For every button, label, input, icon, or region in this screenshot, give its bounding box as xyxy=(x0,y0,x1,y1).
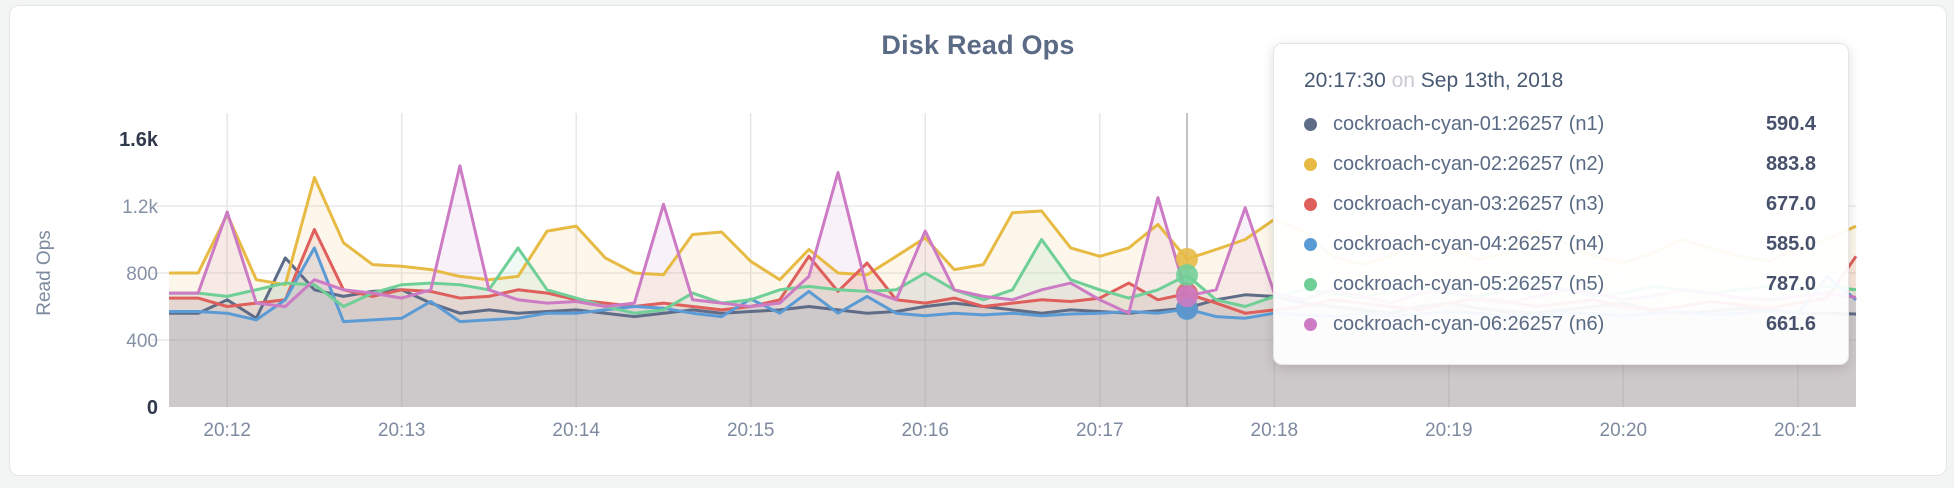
y-axis-label: Read Ops xyxy=(34,230,55,316)
chart-tooltip: 20:17:30 on Sep 13th, 2018 cockroach-cya… xyxy=(1273,43,1849,365)
tooltip-series-row: cockroach-cyan-05:26257 (n5) 787.0 xyxy=(1304,264,1816,304)
series-color-dot xyxy=(1304,317,1317,331)
series-area-n5 xyxy=(169,239,1856,407)
tooltip-series-list: cockroach-cyan-01:26257 (n1) 590.4 cockroa… xyxy=(1304,104,1816,344)
series-value: 661.6 xyxy=(1765,312,1816,335)
y-tick-label: 1.6k xyxy=(119,129,159,151)
y-tick-label: 1.2k xyxy=(122,197,158,218)
tooltip-date: Sep 13th, 2018 xyxy=(1420,69,1564,92)
series-label: cockroach-cyan-06:26257 (n6) xyxy=(1333,312,1605,335)
tooltip-series-row: cockroach-cyan-03:26257 (n3) 677.0 xyxy=(1304,184,1816,224)
x-tick-label: 20:13 xyxy=(378,420,426,441)
series-label: cockroach-cyan-03:26257 (n3) xyxy=(1333,192,1605,215)
series-value: 590.4 xyxy=(1765,112,1816,135)
series-value: 787.0 xyxy=(1765,272,1816,295)
tooltip-connector: on xyxy=(1391,69,1415,92)
series-label: cockroach-cyan-04:26257 (n4) xyxy=(1333,232,1605,255)
series-area-n4 xyxy=(169,247,1856,407)
x-tick-label: 20:18 xyxy=(1251,420,1299,441)
hover-dot-n2 xyxy=(1176,247,1199,270)
series-label: cockroach-cyan-05:26257 (n5) xyxy=(1333,272,1605,295)
tooltip-series-row: cockroach-cyan-01:26257 (n1) 590.4 xyxy=(1304,104,1816,144)
tooltip-series-row: cockroach-cyan-06:26257 (n6) 661.6 xyxy=(1304,304,1816,344)
series-color-dot xyxy=(1304,117,1317,131)
series-label: cockroach-cyan-01:26257 (n1) xyxy=(1333,112,1605,135)
x-tick-label: 20:14 xyxy=(552,420,600,441)
series-color-dot xyxy=(1304,277,1317,291)
y-tick-label: 800 xyxy=(126,264,158,285)
hover-dot-n6 xyxy=(1176,285,1199,308)
x-tick-label: 20:21 xyxy=(1774,420,1822,441)
series-value: 883.8 xyxy=(1765,152,1816,175)
x-tick-label: 20:19 xyxy=(1425,420,1473,441)
y-tick-label: 0 xyxy=(147,397,158,419)
series-color-dot xyxy=(1304,197,1317,211)
series-color-dot xyxy=(1304,157,1317,171)
x-tick-label: 20:15 xyxy=(727,420,775,441)
x-tick-label: 20:20 xyxy=(1600,420,1648,441)
series-label: cockroach-cyan-02:26257 (n2) xyxy=(1333,152,1605,175)
tooltip-time: 20:17:30 xyxy=(1304,69,1386,92)
x-tick-label: 20:17 xyxy=(1076,420,1124,441)
tooltip-series-row: cockroach-cyan-02:26257 (n2) 883.8 xyxy=(1304,144,1816,184)
hover-dot-n5 xyxy=(1176,264,1199,287)
x-tick-label: 20:16 xyxy=(901,420,949,441)
tooltip-timestamp: 20:17:30 on Sep 13th, 2018 xyxy=(1304,69,1816,93)
series-color-dot xyxy=(1304,237,1317,251)
tooltip-series-row: cockroach-cyan-04:26257 (n4) 585.0 xyxy=(1304,224,1816,264)
series-area-n1 xyxy=(169,257,1856,407)
chart-title: Disk Read Ops xyxy=(881,30,1075,60)
series-value: 585.0 xyxy=(1765,232,1816,255)
x-tick-label: 20:12 xyxy=(203,420,251,441)
y-tick-label: 400 xyxy=(126,331,158,352)
chart-panel: Disk Read Ops 0 400 800 1.2k 1.6k 20:12 20:13 2… xyxy=(9,5,1947,476)
series-value: 677.0 xyxy=(1765,192,1816,215)
